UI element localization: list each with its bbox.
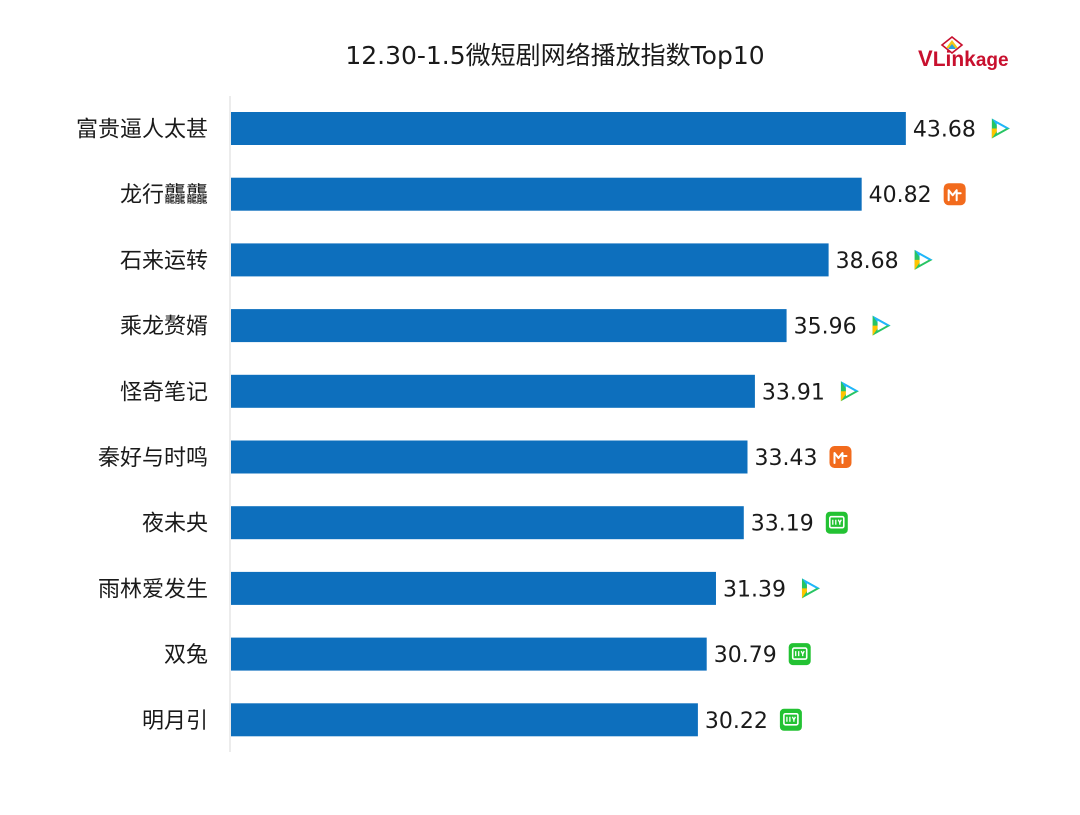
value-label: 30.22 xyxy=(705,709,768,734)
chart-title: 12.30-1.5微短剧网络播放指数Top10 xyxy=(345,41,765,70)
logo-wordmark: VLinkage xyxy=(918,46,1009,71)
bar xyxy=(231,374,755,408)
value-label: 40.82 xyxy=(869,183,932,208)
category-label: 富贵逼人太甚 xyxy=(76,118,208,143)
iqiyi-icon xyxy=(825,511,848,534)
tencent-video-icon xyxy=(991,118,1010,139)
bar xyxy=(231,571,716,605)
value-label: 38.68 xyxy=(836,249,899,274)
tencent-video-icon xyxy=(801,578,820,599)
category-label: 石来运转 xyxy=(120,249,208,274)
value-label: 33.19 xyxy=(751,512,814,537)
logo-diamond-icon xyxy=(940,36,964,54)
value-label: 33.43 xyxy=(754,446,817,471)
tencent-video-icon xyxy=(872,315,891,336)
bar xyxy=(231,177,862,211)
category-label: 龙行龘龘 xyxy=(120,183,208,208)
tencent-video-icon xyxy=(840,381,859,402)
bar xyxy=(231,506,744,540)
category-label: 雨林爱发生 xyxy=(98,577,208,602)
bar xyxy=(231,703,698,737)
value-label: 31.39 xyxy=(723,577,786,602)
value-label: 30.79 xyxy=(714,643,777,668)
bar xyxy=(231,637,707,671)
iqiyi-icon xyxy=(779,708,802,731)
iqiyi-icon xyxy=(788,643,811,666)
value-label: 33.91 xyxy=(762,380,825,405)
bar xyxy=(231,440,748,474)
category-label: 夜未央 xyxy=(142,512,208,537)
vlinkage-logo: VLinkage xyxy=(918,36,1028,76)
category-label: 秦好与时鸣 xyxy=(98,446,208,471)
value-label: 43.68 xyxy=(913,118,976,143)
value-label: 35.96 xyxy=(794,315,857,340)
category-label: 明月引 xyxy=(142,709,208,734)
mango-tv-icon xyxy=(943,183,966,206)
bar xyxy=(231,112,906,145)
tencent-video-icon xyxy=(914,249,933,270)
bar xyxy=(231,243,829,277)
bar xyxy=(231,309,787,343)
category-label: 乘龙赘婿 xyxy=(120,315,208,340)
category-label: 双兔 xyxy=(164,643,208,668)
mango-tv-icon xyxy=(829,446,852,468)
category-label: 怪奇笔记 xyxy=(120,380,208,405)
